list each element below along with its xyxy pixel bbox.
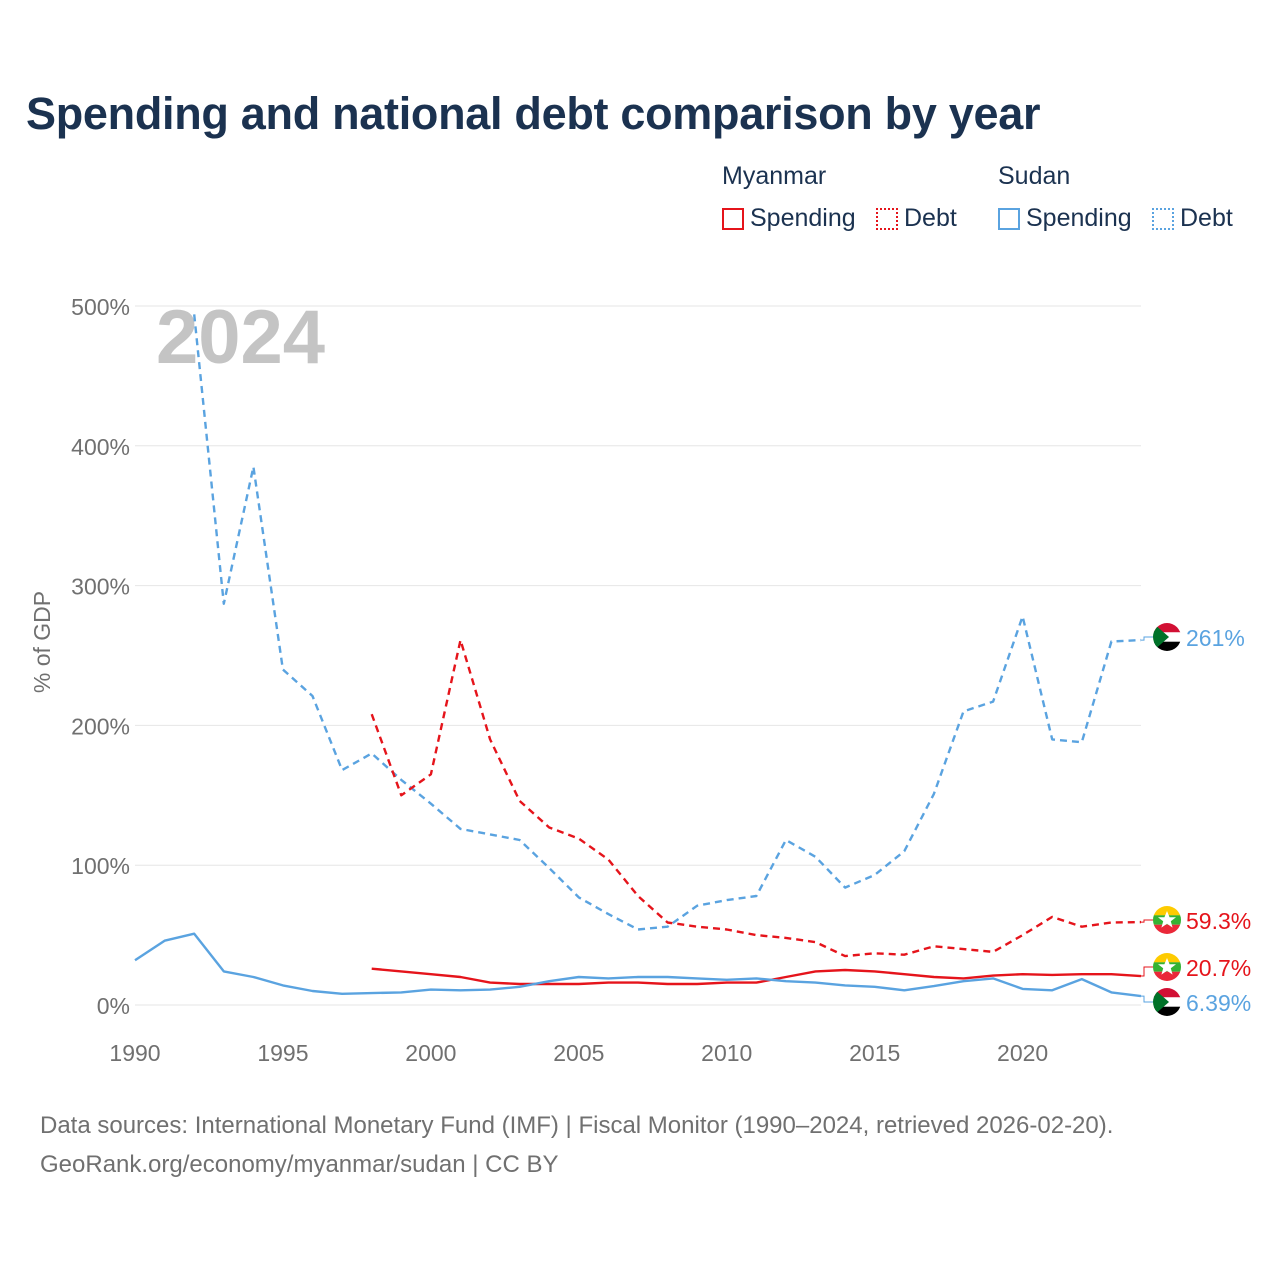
legend-country-label: Sudan (998, 162, 1071, 190)
x-tick-label: 2015 (849, 1040, 900, 1066)
series-line-myanmar-spending[interactable] (371, 967, 1142, 986)
footer: Data sources: International Monetary Fun… (40, 1106, 1113, 1184)
y-tick-label: 0% (97, 993, 130, 1019)
sudan-flag-icon (1153, 988, 1181, 1016)
series-layer (134, 314, 1142, 998)
myanmar-flag-icon (1153, 953, 1181, 981)
y-axis: 0% 100% 200% 300% 400% 500% (71, 294, 130, 1019)
legend-item-sudan-debt[interactable]: Debt (1152, 204, 1233, 233)
end-markers: 261% 59.3% 20.7% 6.39% (1141, 623, 1251, 1016)
legend-item-label: Spending (1026, 204, 1132, 232)
end-label-connector (1141, 995, 1153, 1003)
grid (135, 305, 1141, 1006)
x-tick-label: 2005 (553, 1040, 604, 1066)
legend-item-myanmar-spending[interactable]: Spending (722, 204, 856, 233)
legend-country-label: Myanmar (722, 162, 827, 190)
source-note: Data sources: International Monetary Fun… (40, 1112, 1114, 1139)
y-tick-label: 500% (71, 294, 130, 320)
year-watermark: 2024 (156, 295, 325, 380)
end-value-label: 20.7% (1186, 955, 1251, 981)
end-label-connector (1141, 636, 1153, 641)
y-tick-label: 100% (71, 853, 130, 879)
end-value-label: 261% (1186, 625, 1245, 651)
end-label-connector (1141, 919, 1153, 923)
x-tick-label: 1995 (257, 1040, 308, 1066)
end-value-label: 6.39% (1186, 990, 1251, 1016)
series-line-myanmar-debt[interactable] (370, 638, 1142, 958)
series-line-sudan-spending[interactable] (134, 932, 1142, 998)
solid-swatch-icon (998, 207, 1020, 230)
end-value-label: 59.3% (1186, 908, 1251, 934)
x-tick-label: 2000 (405, 1040, 456, 1066)
x-tick-label: 2010 (701, 1040, 752, 1066)
myanmar-flag-icon (1153, 906, 1181, 934)
series-line-sudan-debt[interactable] (193, 314, 1142, 931)
dotted-swatch-icon (876, 207, 898, 230)
chart-title: Spending and national debt comparison by… (26, 88, 1041, 139)
y-axis-label: % of GDP (29, 591, 55, 693)
dotted-swatch-icon (1152, 207, 1174, 230)
legend-item-label: Debt (1180, 204, 1233, 232)
y-tick-label: 200% (71, 713, 130, 739)
legend-item-sudan-spending[interactable]: Spending (998, 204, 1132, 233)
x-tick-label: 2020 (997, 1040, 1048, 1066)
solid-swatch-icon (722, 207, 744, 230)
legend-item-label: Debt (904, 204, 957, 232)
legend-item-label: Spending (750, 204, 856, 232)
legend-item-myanmar-debt[interactable]: Debt (876, 204, 957, 233)
y-tick-label: 400% (71, 434, 130, 460)
x-axis: 1990 1995 2000 2005 2010 2015 2020 (109, 1040, 1048, 1066)
y-tick-label: 300% (71, 574, 130, 600)
x-tick-label: 1990 (109, 1040, 160, 1066)
end-label-connector (1141, 966, 1153, 977)
attribution-link[interactable]: GeoRank.org/economy/myanmar/sudan | CC B… (40, 1151, 559, 1178)
sudan-flag-icon (1153, 623, 1181, 651)
